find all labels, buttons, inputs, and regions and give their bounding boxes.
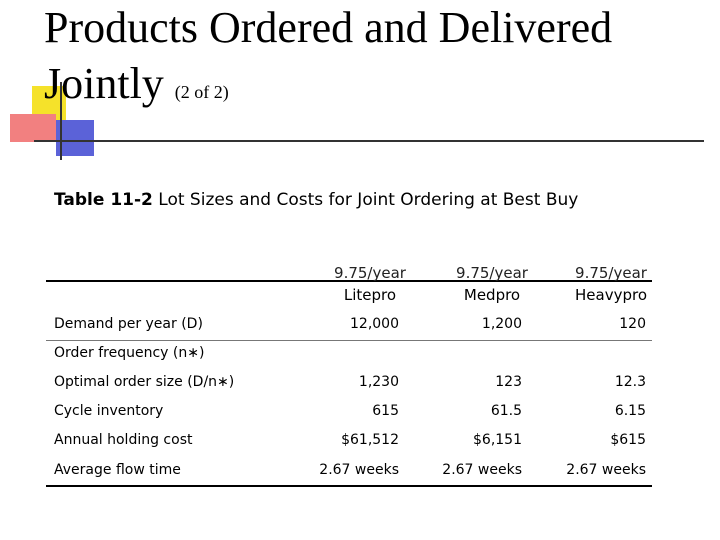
cell-order-size-heavypro: 12.3 (614, 374, 646, 390)
cell-cycle-inventory-medpro: 61.5 (490, 403, 522, 419)
column-header-heavypro: 9.75/year Heavypro (551, 262, 671, 306)
row-label-optimal-order-size: Optimal order size (D/n∗) (54, 374, 235, 390)
slide-title: Products Ordered and Delivered Jointly (… (44, 0, 704, 120)
decorative-vertical-line (60, 82, 62, 160)
row-label-average-flow-time: Average flow time (54, 462, 181, 478)
cell-order-size-medpro: 123 (495, 374, 522, 390)
title-underline (34, 140, 704, 142)
table-top-rule (46, 280, 652, 282)
slide-title-sub: (2 of 2) (174, 82, 229, 102)
table-header-rule (46, 340, 652, 341)
table-caption: Table 11-2 Lot Sizes and Costs for Joint… (54, 188, 578, 212)
decorative-red-square (10, 114, 56, 142)
column-cost: 9.75/year (456, 264, 528, 282)
cell-cycle-inventory-litepro: 615 (372, 403, 399, 419)
column-cost: 9.75/year (334, 264, 406, 282)
row-label-annual-holding-cost: Annual holding cost (54, 432, 193, 448)
cell-flow-time-medpro: 2.67 weeks (442, 462, 522, 478)
slide-title-main: Products Ordered and Delivered Jointly (44, 3, 613, 108)
cell-demand-litepro: 12,000 (350, 316, 399, 332)
cell-demand-medpro: 1,200 (481, 316, 522, 332)
cell-flow-time-litepro: 2.67 weeks (319, 462, 399, 478)
row-label-demand: Demand per year (D) (54, 316, 203, 332)
cell-holding-cost-medpro: $6,151 (473, 432, 522, 448)
cell-demand-heavypro: 120 (619, 316, 646, 332)
row-label-cycle-inventory: Cycle inventory (54, 403, 164, 419)
cell-flow-time-heavypro: 2.67 weeks (566, 462, 646, 478)
column-cost: 9.75/year (575, 264, 647, 282)
table-caption-text: Lot Sizes and Costs for Joint Ordering a… (158, 190, 579, 210)
cell-cycle-inventory-heavypro: 6.15 (614, 403, 646, 419)
decorative-blue-square (56, 120, 94, 156)
row-label-order-frequency: Order frequency (n∗) (54, 345, 205, 361)
cell-holding-cost-heavypro: $615 (610, 432, 646, 448)
cell-order-size-litepro: 1,230 (358, 374, 399, 390)
column-name: Medpro (463, 286, 521, 304)
cell-holding-cost-litepro: $61,512 (341, 432, 399, 448)
table-bottom-rule (46, 485, 652, 487)
column-name: Litepro (343, 286, 397, 304)
column-header-litepro: 9.75/year Litepro (310, 262, 430, 306)
column-name: Heavypro (575, 286, 647, 304)
column-header-medpro: 9.75/year Medpro (432, 262, 552, 306)
table-caption-number: Table 11-2 (54, 190, 153, 210)
